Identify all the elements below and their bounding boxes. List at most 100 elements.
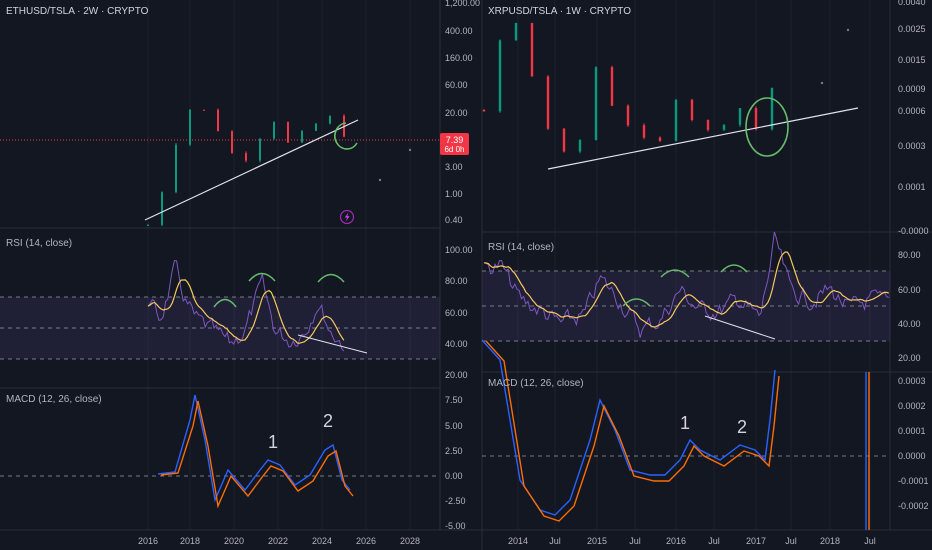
lightning-icon[interactable] xyxy=(339,209,355,225)
left-signal-line xyxy=(160,400,354,509)
left-price-tick-0: 400.00 xyxy=(445,26,473,36)
price-badge xyxy=(440,133,469,155)
xrp-candle-9 xyxy=(626,105,630,126)
xrp-candle-3 xyxy=(530,23,534,77)
right-time-tick-6: 2017 xyxy=(746,536,766,546)
right-time-tick-0: 2014 xyxy=(508,536,528,546)
eth-candle-5 xyxy=(217,109,219,132)
right-price-tick-5: 0.0003 xyxy=(898,141,926,151)
right-rsi-tick-3: 20.00 xyxy=(898,353,921,363)
eth-candle-9 xyxy=(273,122,275,139)
left-macd-annotation-1: 1 xyxy=(268,432,278,452)
right-time-tick-1: Jul xyxy=(549,536,561,546)
right-time-tick-4: 2016 xyxy=(666,536,686,546)
eth-candle-2 xyxy=(175,144,177,193)
price-badge-value: 7.39 xyxy=(446,135,464,145)
left-macd-title[interactable]: MACD (12, 26, close) xyxy=(6,394,102,405)
right-rsi-title[interactable]: RSI (14, close) xyxy=(488,242,555,253)
left-time-tick-2: 2020 xyxy=(224,536,244,546)
right-price-tick-3: 0.0009 xyxy=(898,84,926,94)
right-price-tick-7: -0.0000 xyxy=(898,226,929,236)
left-symbol-title[interactable]: ETHUSD/TSLA · 2W · CRYPTO xyxy=(6,6,149,17)
left-price-tick-6: 1.00 xyxy=(445,189,463,199)
left-rsi-tick-3: 40.00 xyxy=(445,339,468,349)
left-macd-tick-4: -2.50 xyxy=(445,496,466,506)
right-time-tick-5: Jul xyxy=(708,536,720,546)
left-rsi-trendline xyxy=(297,334,368,354)
right-macd-tick-4: -0.0001 xyxy=(898,476,929,486)
left-macd-tick-0: 7.50 xyxy=(445,395,463,405)
eth-candle-13 xyxy=(329,115,331,124)
drawing-dot-0 xyxy=(408,148,412,152)
left-rsi-arc-2 xyxy=(317,273,345,283)
right-macd-line xyxy=(481,339,776,516)
right-rsi-tick-0: 80.00 xyxy=(898,250,921,260)
left-macd-tick-1: 5.00 xyxy=(445,421,463,431)
left-macd-tick-5: -5.00 xyxy=(445,521,466,531)
right-macd-tick-5: -0.0002 xyxy=(898,501,929,511)
right-price-tick-0: 0.0040 xyxy=(898,0,926,7)
left-rsi-tick-2: 60.00 xyxy=(445,308,468,318)
right-symbol-title[interactable]: XRPUSD/TSLA · 1W · CRYPTO xyxy=(488,6,631,17)
price-badge-countdown: 6d 0h xyxy=(444,145,464,154)
xrp-candle-6 xyxy=(578,139,582,152)
xrp-candle-12 xyxy=(674,99,678,141)
left-rsi-tick-4: 20.00 xyxy=(445,370,468,380)
right-price-trendline xyxy=(547,107,859,170)
left-price-tick-2: 60.00 xyxy=(445,80,468,90)
right-macd-tick-0: 0.0003 xyxy=(898,376,926,386)
right-macd-tick-2: 0.0001 xyxy=(898,426,926,436)
right-rsi-arc-1 xyxy=(660,269,690,278)
xrp-candle-7 xyxy=(594,67,598,140)
left-rsi-arc-1 xyxy=(248,272,276,282)
left-macd-annotation-2: 2 xyxy=(323,411,333,431)
drawing-dot-3 xyxy=(846,28,850,32)
eth-candle-3 xyxy=(189,109,191,145)
eth-candle-0 xyxy=(147,224,149,226)
xrp-candle-5 xyxy=(562,128,566,152)
right-rsi-arc-0 xyxy=(622,298,651,307)
left-rsi-arc-0 xyxy=(213,298,237,308)
left-price-circle xyxy=(334,122,358,150)
right-macd-annotation-1: 1 xyxy=(680,413,690,433)
left-rsi-ma xyxy=(147,279,345,344)
left-time-tick-4: 2024 xyxy=(312,536,332,546)
right-time-tick-8: 2018 xyxy=(820,536,840,546)
eth-candle-4 xyxy=(203,109,205,111)
eth-candle-8 xyxy=(259,138,261,161)
right-time-tick-3: Jul xyxy=(629,536,641,546)
xrp-candle-11 xyxy=(658,137,662,141)
drawing-dot-1 xyxy=(378,178,382,182)
xrp-candle-13 xyxy=(690,99,694,121)
eth-candle-1 xyxy=(161,192,163,225)
right-price-circle xyxy=(745,97,789,157)
right-macd-tick-3: 0.0000 xyxy=(898,451,926,461)
left-time-tick-3: 2022 xyxy=(268,536,288,546)
xrp-candle-0 xyxy=(482,110,486,112)
xrp-candle-16 xyxy=(738,108,742,125)
left-rsi-tick-0: 100.00 xyxy=(445,245,473,255)
indicator-lines xyxy=(147,231,889,530)
left-time-tick-5: 2026 xyxy=(356,536,376,546)
xrp-candle-15 xyxy=(722,124,726,130)
right-macd-title[interactable]: MACD (12, 26, close) xyxy=(488,378,584,389)
right-macd-annotation-2: 2 xyxy=(737,417,747,437)
eth-candle-10 xyxy=(287,122,289,143)
left-price-tick-7: 0.40 xyxy=(445,215,463,225)
eth-candle-11 xyxy=(301,130,303,143)
right-signal-line xyxy=(485,340,780,522)
xrp-candle-1 xyxy=(498,40,502,112)
eth-candle-7 xyxy=(245,153,247,161)
left-macd-tick-2: 2.50 xyxy=(445,446,463,456)
right-time-tick-9: Jul xyxy=(864,536,876,546)
left-price-trendline xyxy=(144,119,359,221)
xrp-candle-4 xyxy=(546,76,550,129)
axes: 1,200.00400.00160.0060.0020.003.001.000.… xyxy=(138,0,929,546)
left-time-tick-1: 2018 xyxy=(180,536,200,546)
xrp-candle-2 xyxy=(514,23,518,41)
drawing-dot-2 xyxy=(820,81,824,85)
right-macd-tick-1: 0.0002 xyxy=(898,401,926,411)
left-rsi-title[interactable]: RSI (14, close) xyxy=(6,238,73,249)
